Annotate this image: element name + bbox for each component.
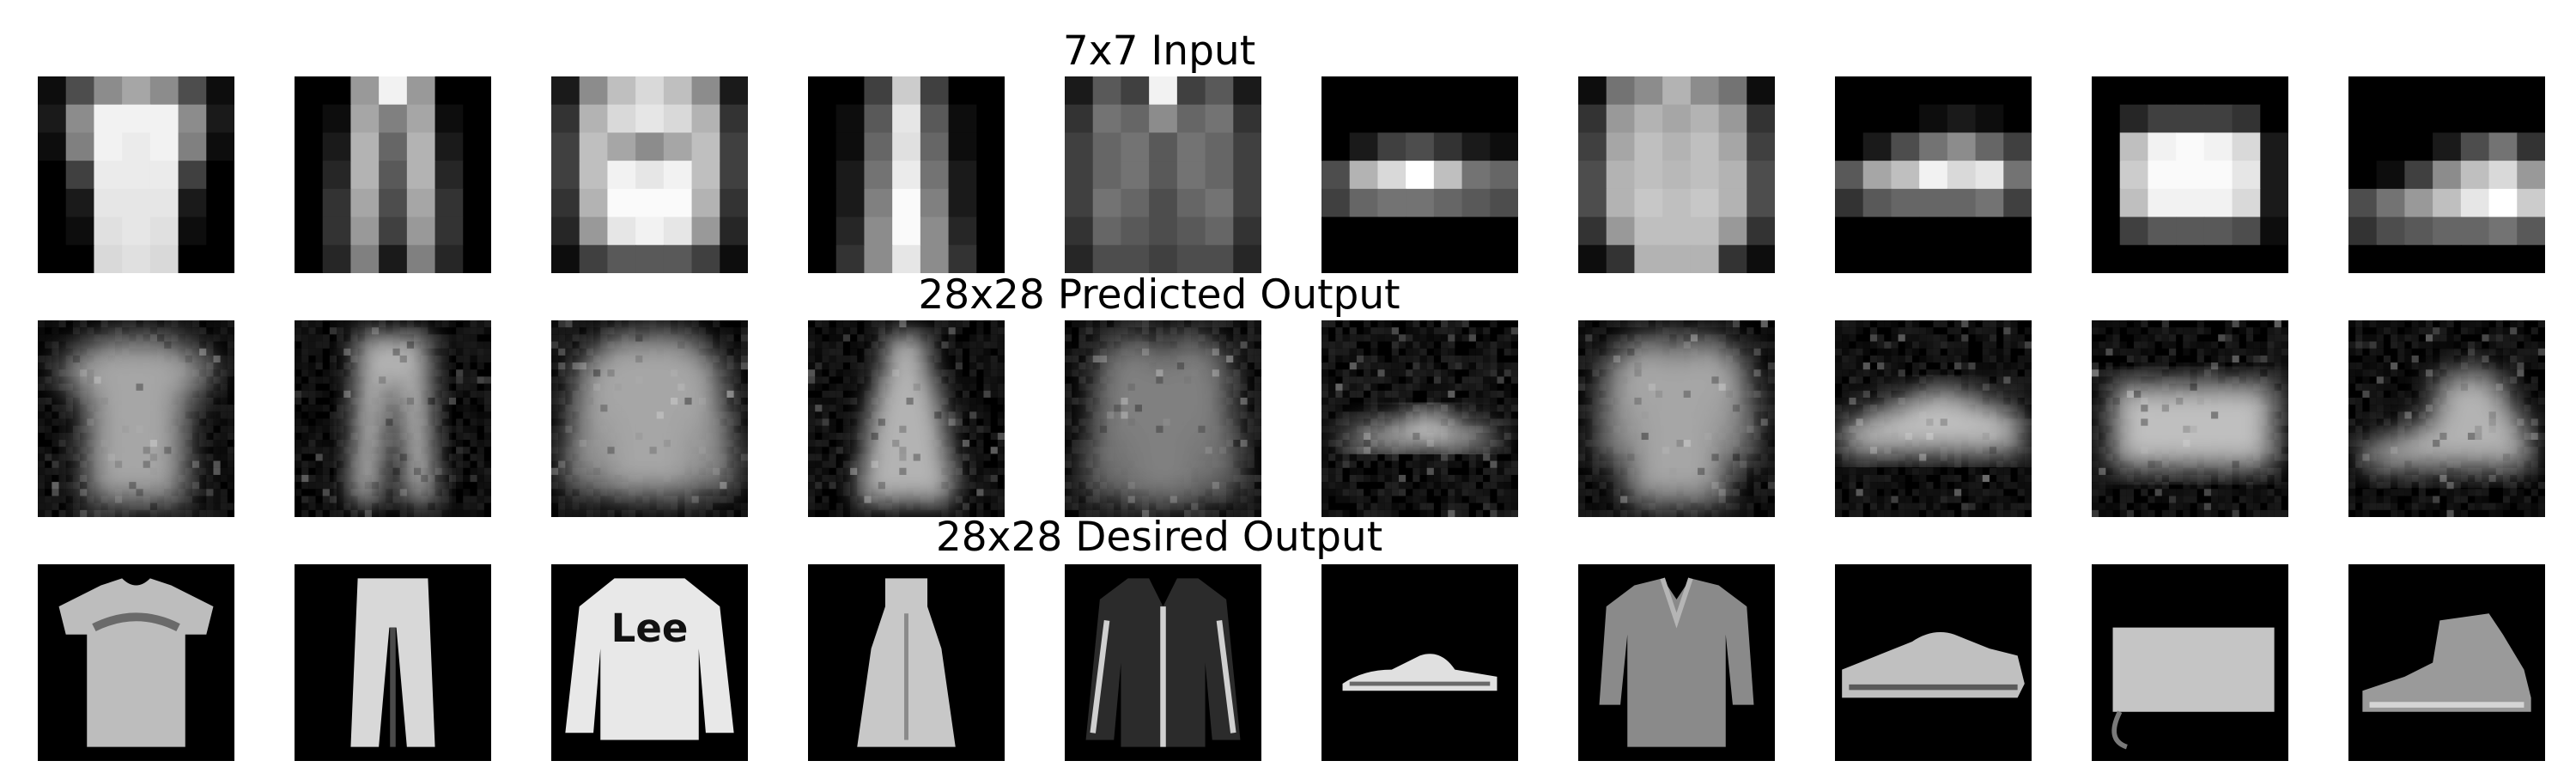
ankle-boot-desired: [2348, 564, 2545, 761]
tshirt-predicted: [38, 320, 234, 517]
row-title-desired: 28x28 Desired Output: [935, 514, 1383, 561]
row-desired: Lee: [0, 564, 2576, 761]
sneaker-desired: [1835, 564, 2032, 761]
tshirt-7x7: [38, 76, 234, 273]
pullover-7x7: [551, 76, 748, 273]
coat-predicted: [1065, 320, 1261, 517]
bag-desired: [2092, 564, 2288, 761]
row-title-predicted: 28x28 Predicted Output: [918, 271, 1400, 319]
row-title-input: 7x7 Input: [1062, 27, 1256, 75]
coat-desired: [1065, 564, 1261, 761]
bag-predicted: [2092, 320, 2288, 517]
row-predicted: [0, 320, 2576, 517]
pullover-predicted: [551, 320, 748, 517]
bag-7x7: [2092, 76, 2288, 273]
coat-7x7: [1065, 76, 1261, 273]
shirt-7x7: [1578, 76, 1775, 273]
ankle-boot-predicted: [2348, 320, 2545, 517]
sneaker-predicted: [1835, 320, 2032, 517]
trouser-predicted: [295, 320, 491, 517]
pullover-print-text: Lee: [611, 606, 689, 651]
dress-7x7: [808, 76, 1005, 273]
trouser-7x7: [295, 76, 491, 273]
sandal-desired: [1321, 564, 1518, 761]
ankle-boot-7x7: [2348, 76, 2545, 273]
trouser-desired: [295, 564, 491, 761]
shirt-predicted: [1578, 320, 1775, 517]
sneaker-7x7: [1835, 76, 2032, 273]
tshirt-desired: [38, 564, 234, 761]
dress-desired: [808, 564, 1005, 761]
shirt-desired: [1578, 564, 1775, 761]
pullover-desired: Lee: [551, 564, 748, 761]
sandal-7x7: [1321, 76, 1518, 273]
row-input: [0, 76, 2576, 273]
sandal-predicted: [1321, 320, 1518, 517]
dress-predicted: [808, 320, 1005, 517]
